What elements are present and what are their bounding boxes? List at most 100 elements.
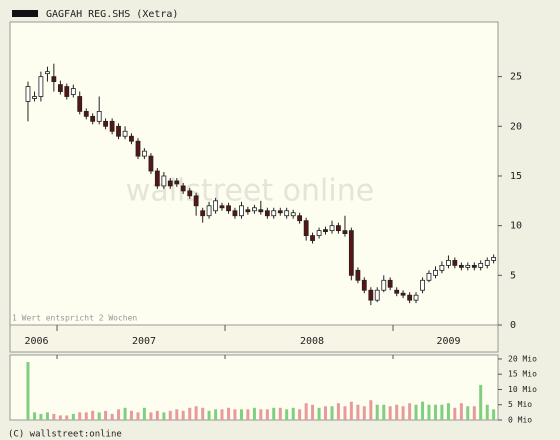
volume-bar	[311, 404, 315, 420]
candle-body	[368, 289, 374, 301]
volume-bar	[485, 404, 489, 420]
volume-bar	[110, 413, 114, 420]
candle-body	[57, 84, 63, 92]
candle-body	[439, 264, 445, 271]
candle-body	[32, 96, 37, 99]
volume-bar	[26, 362, 30, 420]
volume-y-tick-label: 0 Mio	[508, 416, 532, 425]
x-tick-label: 2006	[24, 336, 48, 347]
candle-body	[323, 229, 328, 233]
volume-bar	[323, 406, 327, 420]
volume-bar	[382, 404, 386, 420]
volume-bar	[97, 412, 101, 420]
volume-bar	[71, 413, 75, 420]
candle-body	[258, 209, 264, 213]
volume-bar	[214, 409, 218, 420]
volume-bar	[52, 413, 56, 420]
volume-bar	[408, 403, 412, 420]
volume-bar	[330, 406, 334, 420]
candle-body	[103, 120, 108, 127]
volume-bar	[84, 412, 88, 420]
volume-bar	[453, 407, 457, 420]
candle-body	[478, 263, 484, 268]
volume-bar	[272, 407, 276, 420]
volume-bar	[149, 412, 153, 420]
candle-body	[219, 205, 225, 209]
y-tick-label: 5	[510, 270, 516, 281]
candle-body	[484, 260, 490, 266]
candle-body	[213, 200, 219, 212]
candle-body	[252, 207, 257, 212]
volume-bar	[91, 410, 95, 420]
candle-body	[174, 180, 180, 185]
candle-body	[400, 292, 406, 296]
candle-body	[342, 230, 348, 235]
volume-bar	[168, 410, 172, 420]
volume-bar	[317, 407, 321, 420]
candle-body	[122, 130, 128, 137]
x-tick-label: 2008	[300, 336, 324, 347]
candle-body	[303, 220, 309, 236]
y-tick-label: 0	[510, 320, 516, 331]
candle-body	[336, 225, 341, 232]
candle-body	[129, 135, 134, 142]
candle-body	[446, 260, 451, 266]
volume-bar	[39, 413, 43, 420]
volume-bar	[78, 412, 82, 420]
candle-body	[25, 86, 31, 102]
candle-body	[90, 115, 96, 122]
volume-bar	[492, 409, 496, 420]
volume-bar	[175, 409, 179, 420]
candle-body	[290, 212, 296, 217]
candle-body	[135, 140, 141, 157]
candle-body	[187, 190, 193, 197]
candle-body	[206, 205, 212, 217]
volume-bar	[227, 407, 231, 420]
volume-bar	[479, 384, 483, 420]
volume-bar	[65, 415, 69, 420]
volume-bar	[33, 412, 37, 420]
volume-bar	[220, 409, 224, 420]
volume-bar	[446, 403, 450, 420]
candle-body	[96, 111, 102, 122]
candle-body	[329, 225, 335, 232]
watermark: wallstreet online	[126, 174, 374, 209]
y-tick-label: 25	[510, 72, 522, 83]
candle-body	[413, 294, 419, 301]
candle-body	[154, 170, 160, 187]
candle-body	[452, 260, 458, 266]
volume-bar	[45, 412, 49, 420]
volume-bar	[414, 404, 418, 420]
candle-body	[51, 76, 57, 83]
volume-bar	[349, 401, 353, 420]
x-tick-label: 2009	[436, 336, 460, 347]
candle-body	[458, 264, 464, 268]
volume-bar	[233, 409, 237, 420]
volume-bar	[162, 412, 166, 420]
footer: (C) wallstreet:online	[8, 430, 122, 440]
x-tick-label: 2007	[132, 336, 156, 347]
candle-body	[284, 210, 290, 217]
volume-bar	[207, 410, 211, 420]
candle-body	[355, 269, 361, 281]
candle-body	[226, 205, 231, 212]
volume-bar	[265, 409, 269, 420]
candle-body	[45, 71, 50, 75]
volume-y-tick-label: 10 Mio	[508, 385, 537, 394]
candle-body	[348, 230, 354, 276]
volume-bar	[142, 407, 146, 420]
volume-bar	[356, 404, 360, 420]
plot-area	[9, 21, 499, 326]
volume-bar	[466, 406, 470, 420]
volume-bar	[421, 401, 425, 420]
candle-body	[38, 76, 44, 97]
volume-y-tick-label: 20 Mio	[508, 354, 537, 363]
candle-body	[420, 279, 425, 291]
volume-bar	[336, 403, 340, 420]
candle-body	[83, 111, 89, 117]
candle-body	[70, 88, 76, 95]
volume-bar	[252, 407, 256, 420]
candle-body	[491, 257, 497, 261]
volume-bar	[434, 404, 438, 420]
volume-bar	[123, 407, 127, 420]
